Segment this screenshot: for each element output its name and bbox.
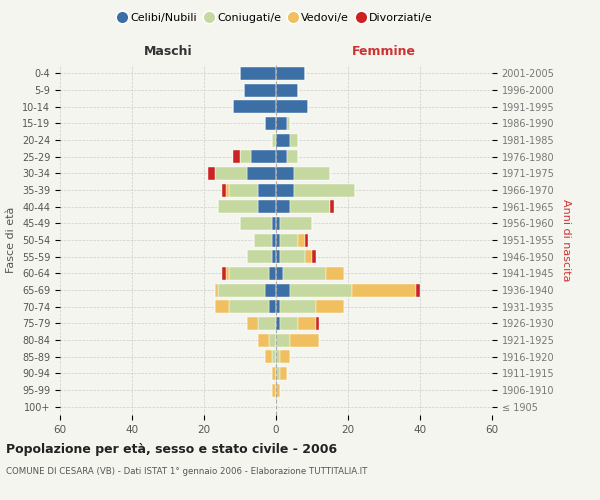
Bar [272,134,276,146]
Bar [276,334,290,346]
Bar [276,184,294,196]
Bar [276,317,280,330]
Bar [226,184,229,196]
Bar [330,200,334,213]
Bar [265,350,272,363]
Bar [283,267,326,280]
Bar [280,317,298,330]
Bar [208,167,215,180]
Bar [229,267,269,280]
Bar [276,150,287,163]
Text: Femmine: Femmine [352,45,416,58]
Bar [240,150,251,163]
Bar [276,284,290,296]
Bar [276,300,280,313]
Bar [276,67,305,80]
Bar [276,367,280,380]
Bar [247,317,258,330]
Bar [272,350,276,363]
Bar [287,117,290,130]
Bar [276,384,280,396]
Bar [215,167,247,180]
Bar [290,284,352,296]
Bar [229,184,258,196]
Bar [416,284,420,296]
Bar [272,384,276,396]
Bar [290,200,330,213]
Bar [272,234,276,246]
Bar [272,217,276,230]
Bar [298,234,305,246]
Y-axis label: Fasce di età: Fasce di età [7,207,16,273]
Bar [280,217,312,230]
Bar [244,84,276,96]
Bar [254,234,272,246]
Bar [294,184,355,196]
Bar [305,250,312,263]
Bar [233,100,276,113]
Bar [265,117,276,130]
Bar [305,234,308,246]
Bar [258,200,276,213]
Bar [276,100,308,113]
Bar [247,250,272,263]
Bar [229,300,269,313]
Bar [316,300,344,313]
Bar [280,300,316,313]
Bar [290,134,298,146]
Bar [258,317,276,330]
Bar [272,250,276,263]
Bar [326,267,344,280]
Bar [215,284,218,296]
Bar [312,250,316,263]
Bar [265,284,276,296]
Text: Popolazione per età, sesso e stato civile - 2006: Popolazione per età, sesso e stato civil… [6,442,337,456]
Bar [276,350,280,363]
Bar [215,300,229,313]
Bar [287,150,298,163]
Bar [218,284,265,296]
Bar [269,334,276,346]
Bar [251,150,276,163]
Bar [280,367,287,380]
Bar [233,150,240,163]
Bar [240,217,272,230]
Bar [276,250,280,263]
Bar [352,284,416,296]
Bar [280,234,298,246]
Bar [240,67,276,80]
Bar [222,267,226,280]
Bar [276,167,294,180]
Bar [290,334,319,346]
Bar [276,134,290,146]
Bar [258,334,269,346]
Bar [276,84,298,96]
Bar [276,217,280,230]
Bar [276,117,287,130]
Bar [276,267,283,280]
Bar [276,200,290,213]
Bar [298,317,316,330]
Bar [218,200,258,213]
Bar [280,250,305,263]
Bar [247,167,276,180]
Bar [276,234,280,246]
Legend: Celibi/Nubili, Coniugati/e, Vedovi/e, Divorziati/e: Celibi/Nubili, Coniugati/e, Vedovi/e, Di… [115,8,437,28]
Bar [272,367,276,380]
Bar [316,317,319,330]
Bar [294,167,330,180]
Y-axis label: Anni di nascita: Anni di nascita [561,198,571,281]
Bar [226,267,229,280]
Text: Maschi: Maschi [143,45,193,58]
Bar [280,350,290,363]
Text: COMUNE DI CESARA (VB) - Dati ISTAT 1° gennaio 2006 - Elaborazione TUTTITALIA.IT: COMUNE DI CESARA (VB) - Dati ISTAT 1° ge… [6,468,367,476]
Bar [258,184,276,196]
Bar [269,267,276,280]
Bar [222,184,226,196]
Bar [269,300,276,313]
